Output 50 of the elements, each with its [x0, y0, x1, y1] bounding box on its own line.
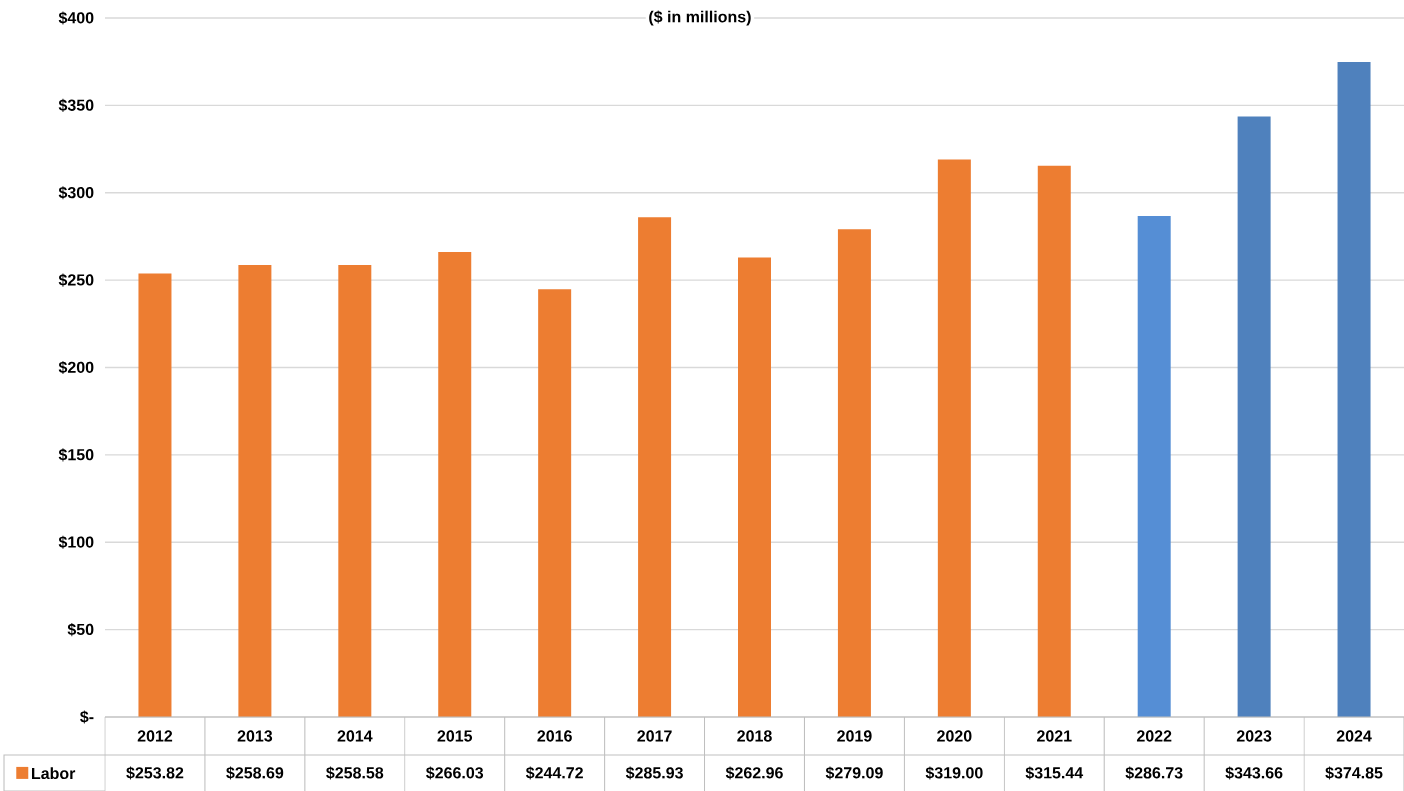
y-tick-label: $300 — [58, 186, 94, 200]
data-label: $319.00 — [925, 766, 983, 780]
bar — [738, 257, 771, 717]
y-tick-label: $150 — [58, 448, 94, 462]
data-label: $315.44 — [1025, 766, 1084, 780]
data-label: $253.82 — [126, 766, 184, 780]
bar — [238, 264, 272, 717]
y-tick-label: $400 — [58, 11, 94, 25]
data-label: $258.69 — [226, 766, 284, 780]
x-tick-label: 2017 — [637, 730, 672, 742]
bar — [1337, 61, 1371, 717]
x-tick-label: 2021 — [1037, 730, 1072, 742]
x-tick-label: 2022 — [1136, 730, 1172, 742]
x-tick-label: 2024 — [1336, 730, 1372, 742]
x-tick-label: 2015 — [437, 730, 473, 742]
data-label: $266.03 — [426, 766, 484, 780]
x-tick-label: 2014 — [337, 730, 373, 742]
y-tick-label: $100 — [58, 535, 94, 549]
x-tick-label: 2018 — [737, 730, 772, 742]
x-tick-label: 2020 — [937, 730, 972, 742]
bar — [1037, 165, 1071, 717]
data-label: $286.73 — [1125, 766, 1183, 780]
bar — [1237, 116, 1271, 717]
y-tick-label: $- — [80, 710, 94, 724]
data-label: $285.93 — [625, 766, 683, 780]
data-label: $244.72 — [525, 766, 583, 780]
y-tick-label: $50 — [67, 623, 94, 637]
bar — [638, 217, 672, 717]
x-tick-label: 2019 — [837, 730, 872, 742]
bar — [138, 273, 172, 717]
bar — [937, 159, 971, 717]
x-tick-label: 2013 — [237, 730, 273, 742]
data-label: $343.66 — [1225, 766, 1283, 780]
y-tick-label: $200 — [58, 360, 94, 375]
x-tick-label: 2012 — [137, 730, 173, 742]
legend-label: Labor — [32, 767, 76, 780]
y-tick-label: $250 — [58, 273, 94, 287]
bar — [837, 229, 871, 717]
data-label: $374.85 — [1325, 766, 1383, 780]
data-label: $262.96 — [725, 766, 783, 780]
y-tick-label: $350 — [58, 98, 94, 112]
bar — [1137, 215, 1171, 717]
bar — [538, 289, 572, 717]
x-tick-label: 2023 — [1236, 730, 1272, 742]
data-label: $258.58 — [326, 766, 384, 780]
bar — [338, 265, 372, 717]
chart-title: ($ in millions) — [649, 10, 751, 26]
bar — [438, 252, 472, 717]
x-tick-label: 2016 — [537, 730, 572, 742]
data-label: $279.09 — [825, 766, 883, 780]
